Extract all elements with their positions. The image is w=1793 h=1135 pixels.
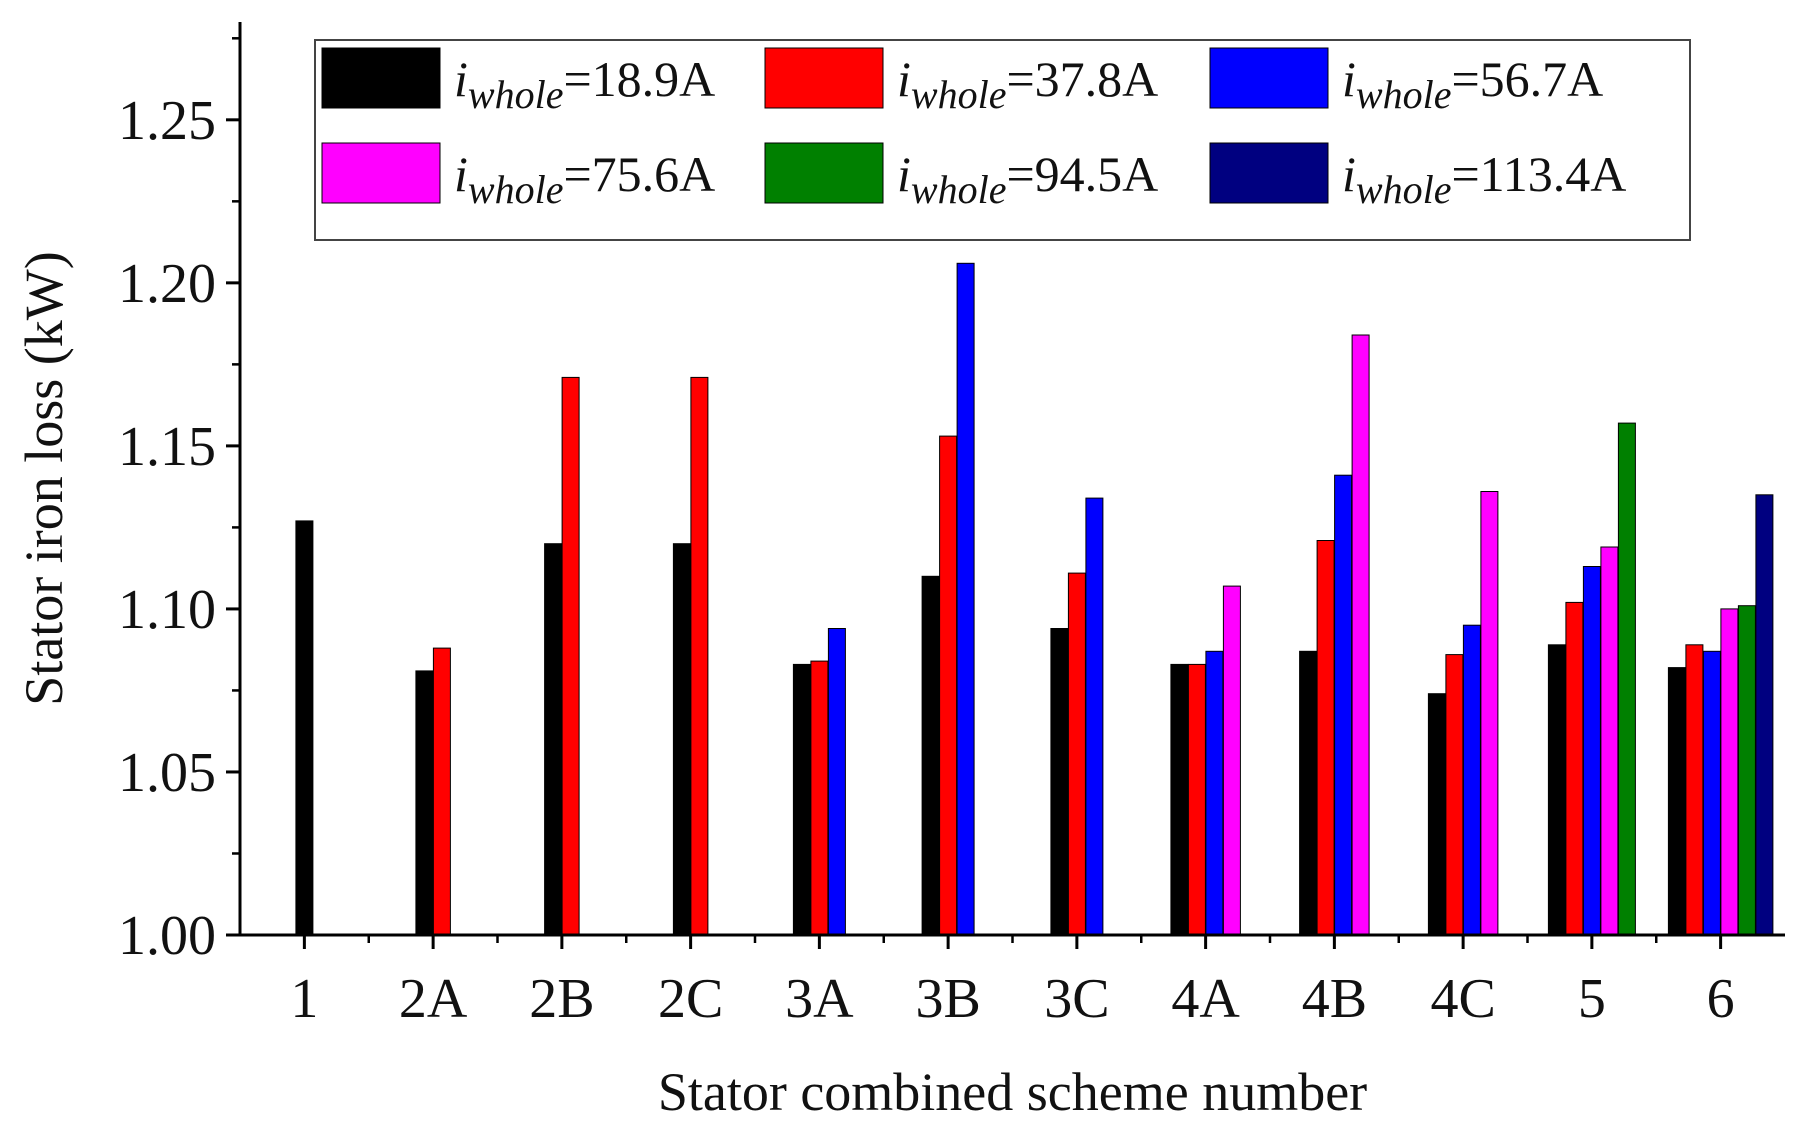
y-ticks: 1.00 1.05 1.10 1.15 1.20 1.25 <box>118 37 240 967</box>
bar-2C-series-2 <box>690 376 709 936</box>
x-tick-label: 4A <box>1171 968 1240 1030</box>
bar-2B-series-2 <box>561 376 580 936</box>
bar-4A-series-4 <box>1222 585 1241 936</box>
x-tick-label: 2A <box>399 968 468 1030</box>
bar-4C-series-2 <box>1445 654 1464 936</box>
bar-4C-series-1 <box>1427 693 1446 936</box>
x-ticks: 1 2A 2B 2C 3A 3B 3C 4A 4B 4C 5 6 <box>290 935 1735 1030</box>
bar-6-series-5 <box>1737 605 1756 936</box>
bar-2C-series-1 <box>672 543 691 936</box>
bar-6-series-2 <box>1685 644 1704 936</box>
bar-5-series-1 <box>1547 644 1566 936</box>
bar-5-series-3 <box>1582 566 1601 936</box>
y-axis-label: Stator iron loss (kW) <box>14 251 74 705</box>
x-tick-label: 6 <box>1707 968 1735 1030</box>
bar-3B-series-2 <box>939 435 958 936</box>
x-tick-label: 3A <box>785 968 854 1030</box>
bar-6-series-6 <box>1755 494 1774 936</box>
x-axis-label: Stator combined scheme number <box>658 1062 1367 1122</box>
bar-6-series-1 <box>1667 667 1686 936</box>
bar-4B-series-4 <box>1351 334 1370 936</box>
legend-label-1: iwhole=18.9A <box>454 51 715 117</box>
x-tick-label: 1 <box>290 968 318 1030</box>
legend-swatch-4 <box>321 142 441 204</box>
bar-3A-series-2 <box>810 660 829 936</box>
bar-2A-series-1 <box>415 670 434 936</box>
bar-3B-series-3 <box>956 262 975 936</box>
bar-2A-series-2 <box>432 647 451 936</box>
bar-2B-series-1 <box>544 543 563 936</box>
legend-label-5: iwhole=94.5A <box>897 146 1158 212</box>
bars <box>295 262 1774 936</box>
bar-4C-series-3 <box>1462 624 1481 936</box>
x-tick-label: 3B <box>915 968 980 1030</box>
bar-4A-series-2 <box>1187 663 1206 936</box>
legend-swatch-3 <box>1209 47 1329 109</box>
bar-3C-series-3 <box>1085 497 1104 936</box>
legend-label-4: iwhole=75.6A <box>454 146 715 212</box>
y-tick-label: 1.10 <box>118 579 216 641</box>
bar-4B-series-3 <box>1334 474 1353 936</box>
x-tick-label: 2C <box>658 968 723 1030</box>
legend-label-6: iwhole=113.4A <box>1342 146 1626 212</box>
legend-swatch-5 <box>764 142 884 204</box>
legend-swatch-6 <box>1209 142 1329 204</box>
bar-5-series-5 <box>1617 422 1636 936</box>
bar-3C-series-1 <box>1050 628 1069 936</box>
x-tick-label: 5 <box>1578 968 1606 1030</box>
x-tick-label: 2B <box>529 968 594 1030</box>
bar-4B-series-2 <box>1316 540 1335 936</box>
x-tick-label: 4B <box>1302 968 1367 1030</box>
bar-3C-series-2 <box>1067 572 1086 936</box>
legend-swatch-1 <box>321 47 441 109</box>
x-tick-label: 4C <box>1430 968 1495 1030</box>
bar-6-series-3 <box>1702 650 1721 936</box>
y-tick-label: 1.25 <box>118 90 216 152</box>
bar-4B-series-1 <box>1299 650 1318 936</box>
y-tick-label: 1.00 <box>118 905 216 967</box>
y-tick-label: 1.15 <box>118 416 216 478</box>
y-tick-label: 1.20 <box>118 253 216 315</box>
bar-3B-series-1 <box>921 575 940 936</box>
bar-5-series-2 <box>1565 601 1584 936</box>
bar-4C-series-4 <box>1480 491 1499 936</box>
bar-6-series-4 <box>1720 608 1739 936</box>
legend-swatch-2 <box>764 47 884 109</box>
y-tick-label: 1.05 <box>118 742 216 804</box>
bar-1-series-1 <box>295 520 314 936</box>
bar-3A-series-1 <box>792 663 811 936</box>
bar-5-series-4 <box>1600 546 1619 936</box>
x-tick-label: 3C <box>1044 968 1109 1030</box>
legend-label-2: iwhole=37.8A <box>897 51 1158 117</box>
bar-3A-series-3 <box>827 628 846 936</box>
bar-4A-series-1 <box>1170 663 1189 936</box>
bar-4A-series-3 <box>1205 650 1224 936</box>
legend-label-3: iwhole=56.7A <box>1342 51 1603 117</box>
legend: iwhole=18.9A iwhole=37.8A iwhole=56.7A iwho… <box>314 39 1691 241</box>
legend-box <box>314 39 1691 241</box>
